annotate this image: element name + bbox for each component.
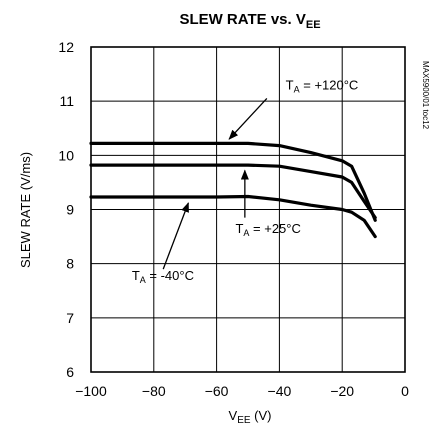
- grid: [91, 47, 405, 372]
- y-tick-label: 7: [66, 310, 74, 326]
- figure-code: MAX5900/01 toc12: [421, 61, 429, 130]
- annotation-arrow-1: [228, 98, 268, 140]
- y-tick-label: 10: [58, 147, 74, 163]
- x-tick-label: −100: [75, 383, 107, 399]
- x-tick-label: −40: [268, 383, 292, 399]
- x-tick-label: −20: [330, 383, 354, 399]
- y-tick-label: 12: [58, 39, 74, 55]
- y-axis-label: SLEW RATE (V/ms): [18, 152, 33, 268]
- x-axis-label-sub: EE: [237, 415, 251, 426]
- y-tick-label: 6: [66, 364, 74, 380]
- tick-labels: −100 −80 −60 −40 −20 0 6 7 8 9 10 11 12: [58, 39, 409, 399]
- annotation-arrow-3: [162, 202, 189, 270]
- data-series: [89, 141, 377, 239]
- x-tick-label: 0: [401, 383, 409, 399]
- x-axis-label-main: V: [229, 408, 238, 423]
- y-tick-label: 8: [66, 256, 74, 272]
- x-tick-label: −60: [205, 383, 229, 399]
- series-line-2: [89, 163, 377, 220]
- y-tick-label: 9: [66, 202, 74, 218]
- x-axis-label-unit: (V): [251, 408, 272, 423]
- series-annotation-2: TA = +25°C: [235, 221, 300, 238]
- series-line-1: [89, 141, 377, 222]
- series-annotation-3: TA = -40°C: [132, 268, 194, 285]
- chart-title-sub: EE: [306, 19, 321, 31]
- chart-title-main: SLEW RATE vs. V: [179, 11, 305, 28]
- plot-frame: [90, 46, 406, 373]
- x-axis-label: VEE (V): [229, 408, 272, 426]
- y-tick-label: 11: [59, 93, 74, 109]
- annotations: TA = +120°C TA = +25°C TA = -40°C: [132, 77, 359, 285]
- series-annotation-1: TA = +120°C: [286, 77, 359, 94]
- series-line-3: [89, 194, 377, 239]
- chart-title: SLEW RATE vs. VEE: [179, 11, 320, 31]
- x-tick-label: −80: [142, 383, 166, 399]
